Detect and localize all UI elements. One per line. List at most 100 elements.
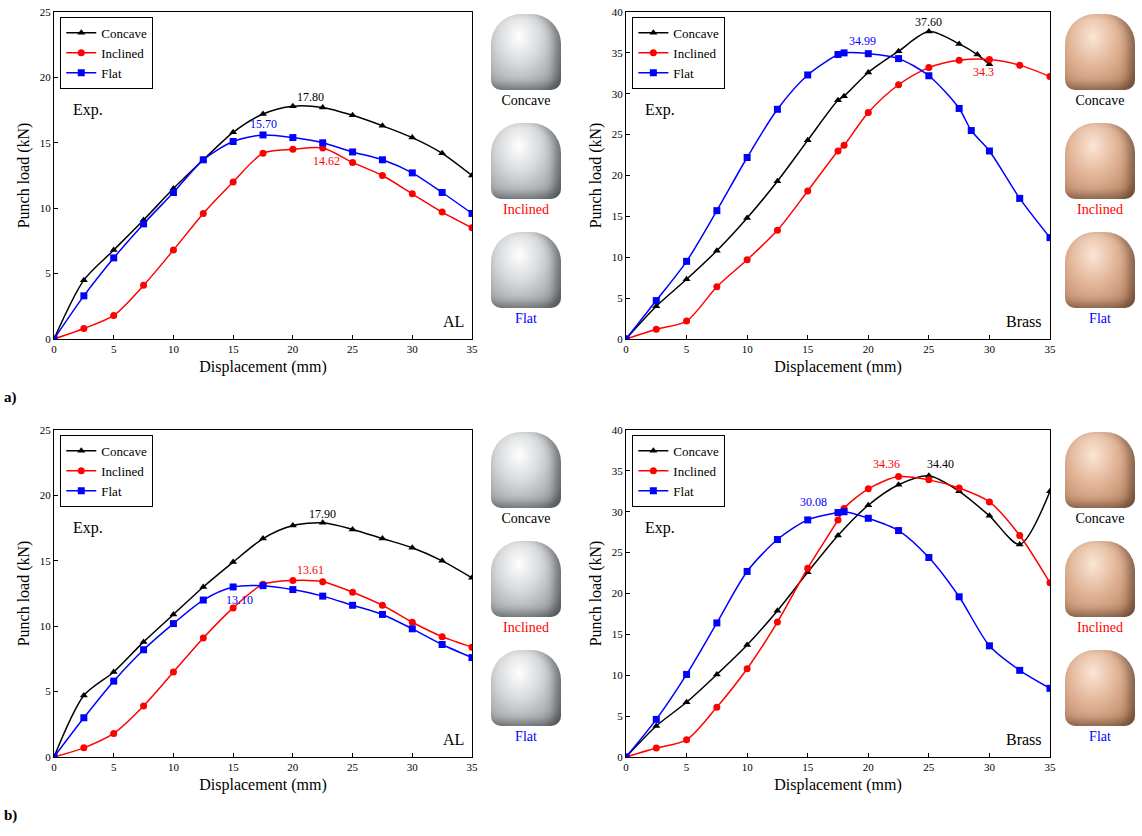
svg-text:0: 0: [45, 333, 51, 345]
svg-text:AL: AL: [443, 313, 464, 330]
svg-text:20: 20: [287, 343, 299, 355]
svg-text:Punch load (kN): Punch load (kN): [587, 541, 605, 647]
svg-text:5: 5: [111, 343, 117, 355]
svg-text:25: 25: [40, 6, 52, 18]
svg-text:30: 30: [407, 761, 419, 773]
svg-text:15: 15: [40, 555, 52, 567]
svg-text:Exp.: Exp.: [645, 519, 675, 537]
svg-text:30.08: 30.08: [800, 495, 827, 509]
svg-text:25: 25: [612, 546, 624, 558]
svg-text:Exp.: Exp.: [645, 101, 675, 119]
svg-text:10: 10: [40, 620, 52, 632]
svg-text:35: 35: [1045, 343, 1057, 355]
svg-text:0: 0: [623, 343, 629, 355]
svg-text:34.36: 34.36: [873, 457, 900, 471]
svg-text:20: 20: [40, 71, 52, 83]
svg-text:Displacement (mm): Displacement (mm): [199, 358, 327, 376]
svg-text:Punch load (kN): Punch load (kN): [15, 123, 33, 229]
svg-text:Flat: Flat: [673, 484, 694, 499]
svg-text:30: 30: [612, 506, 624, 518]
svg-text:35: 35: [1045, 761, 1057, 773]
svg-text:30: 30: [984, 761, 996, 773]
svg-text:15: 15: [228, 343, 240, 355]
svg-text:0: 0: [51, 343, 57, 355]
svg-text:25: 25: [923, 761, 935, 773]
svg-text:Exp.: Exp.: [73, 101, 103, 119]
svg-text:17.80: 17.80: [297, 90, 324, 104]
svg-text:20: 20: [612, 587, 624, 599]
svg-text:10: 10: [612, 251, 624, 263]
svg-text:13.10: 13.10: [226, 593, 253, 607]
svg-text:25: 25: [612, 128, 624, 140]
svg-text:10: 10: [742, 761, 754, 773]
svg-text:Inclined: Inclined: [673, 46, 716, 61]
svg-text:0: 0: [623, 761, 629, 773]
svg-text:37.60: 37.60: [915, 15, 942, 29]
svg-text:15: 15: [612, 628, 624, 640]
svg-text:30: 30: [612, 88, 624, 100]
svg-text:Displacement (mm): Displacement (mm): [199, 776, 327, 794]
svg-text:Displacement (mm): Displacement (mm): [774, 776, 902, 794]
svg-text:0: 0: [617, 333, 623, 345]
svg-text:40: 40: [612, 6, 624, 18]
svg-text:25: 25: [923, 343, 935, 355]
svg-text:Concave: Concave: [101, 26, 147, 41]
svg-text:20: 20: [40, 489, 52, 501]
svg-text:Flat: Flat: [673, 66, 694, 81]
svg-text:Concave: Concave: [673, 444, 719, 459]
svg-text:0: 0: [617, 751, 623, 763]
svg-text:35: 35: [467, 343, 479, 355]
svg-text:5: 5: [684, 343, 690, 355]
svg-text:15: 15: [40, 137, 52, 149]
svg-text:10: 10: [742, 343, 754, 355]
svg-text:Exp.: Exp.: [73, 519, 103, 537]
svg-text:34.3: 34.3: [973, 65, 994, 79]
svg-text:20: 20: [287, 761, 299, 773]
svg-text:14.62: 14.62: [313, 154, 340, 168]
svg-text:5: 5: [45, 685, 51, 697]
svg-text:Punch load (kN): Punch load (kN): [15, 541, 33, 647]
svg-text:5: 5: [617, 292, 623, 304]
svg-text:30: 30: [984, 343, 996, 355]
svg-text:20: 20: [863, 761, 875, 773]
svg-text:25: 25: [347, 343, 359, 355]
svg-text:Brass: Brass: [1006, 731, 1042, 748]
svg-text:15: 15: [802, 761, 814, 773]
svg-text:Inclined: Inclined: [101, 464, 144, 479]
svg-text:13.61: 13.61: [297, 563, 324, 577]
svg-text:20: 20: [863, 343, 875, 355]
svg-text:40: 40: [612, 424, 624, 436]
svg-text:5: 5: [684, 761, 690, 773]
svg-text:Inclined: Inclined: [101, 46, 144, 61]
svg-text:10: 10: [168, 343, 180, 355]
svg-text:Flat: Flat: [101, 484, 122, 499]
svg-text:25: 25: [40, 424, 52, 436]
svg-text:0: 0: [51, 761, 57, 773]
svg-text:10: 10: [40, 202, 52, 214]
svg-text:5: 5: [45, 267, 51, 279]
svg-text:15: 15: [802, 343, 814, 355]
svg-text:Inclined: Inclined: [673, 464, 716, 479]
svg-text:Concave: Concave: [673, 26, 719, 41]
svg-text:Concave: Concave: [101, 444, 147, 459]
svg-text:15.70: 15.70: [250, 117, 277, 131]
svg-text:35: 35: [612, 47, 624, 59]
svg-text:10: 10: [168, 761, 180, 773]
svg-text:34.40: 34.40: [927, 457, 954, 471]
svg-text:Flat: Flat: [101, 66, 122, 81]
svg-text:0: 0: [45, 751, 51, 763]
svg-text:35: 35: [612, 465, 624, 477]
svg-text:25: 25: [347, 761, 359, 773]
svg-text:20: 20: [612, 169, 624, 181]
svg-text:17.90: 17.90: [309, 507, 336, 521]
svg-text:Displacement (mm): Displacement (mm): [774, 358, 902, 376]
svg-text:5: 5: [111, 761, 117, 773]
svg-text:AL: AL: [443, 731, 464, 748]
svg-text:30: 30: [407, 343, 419, 355]
svg-text:35: 35: [467, 761, 479, 773]
svg-text:5: 5: [617, 710, 623, 722]
svg-text:Punch load (kN): Punch load (kN): [587, 123, 605, 229]
svg-text:15: 15: [228, 761, 240, 773]
svg-text:Brass: Brass: [1006, 313, 1042, 330]
svg-text:15: 15: [612, 210, 624, 222]
